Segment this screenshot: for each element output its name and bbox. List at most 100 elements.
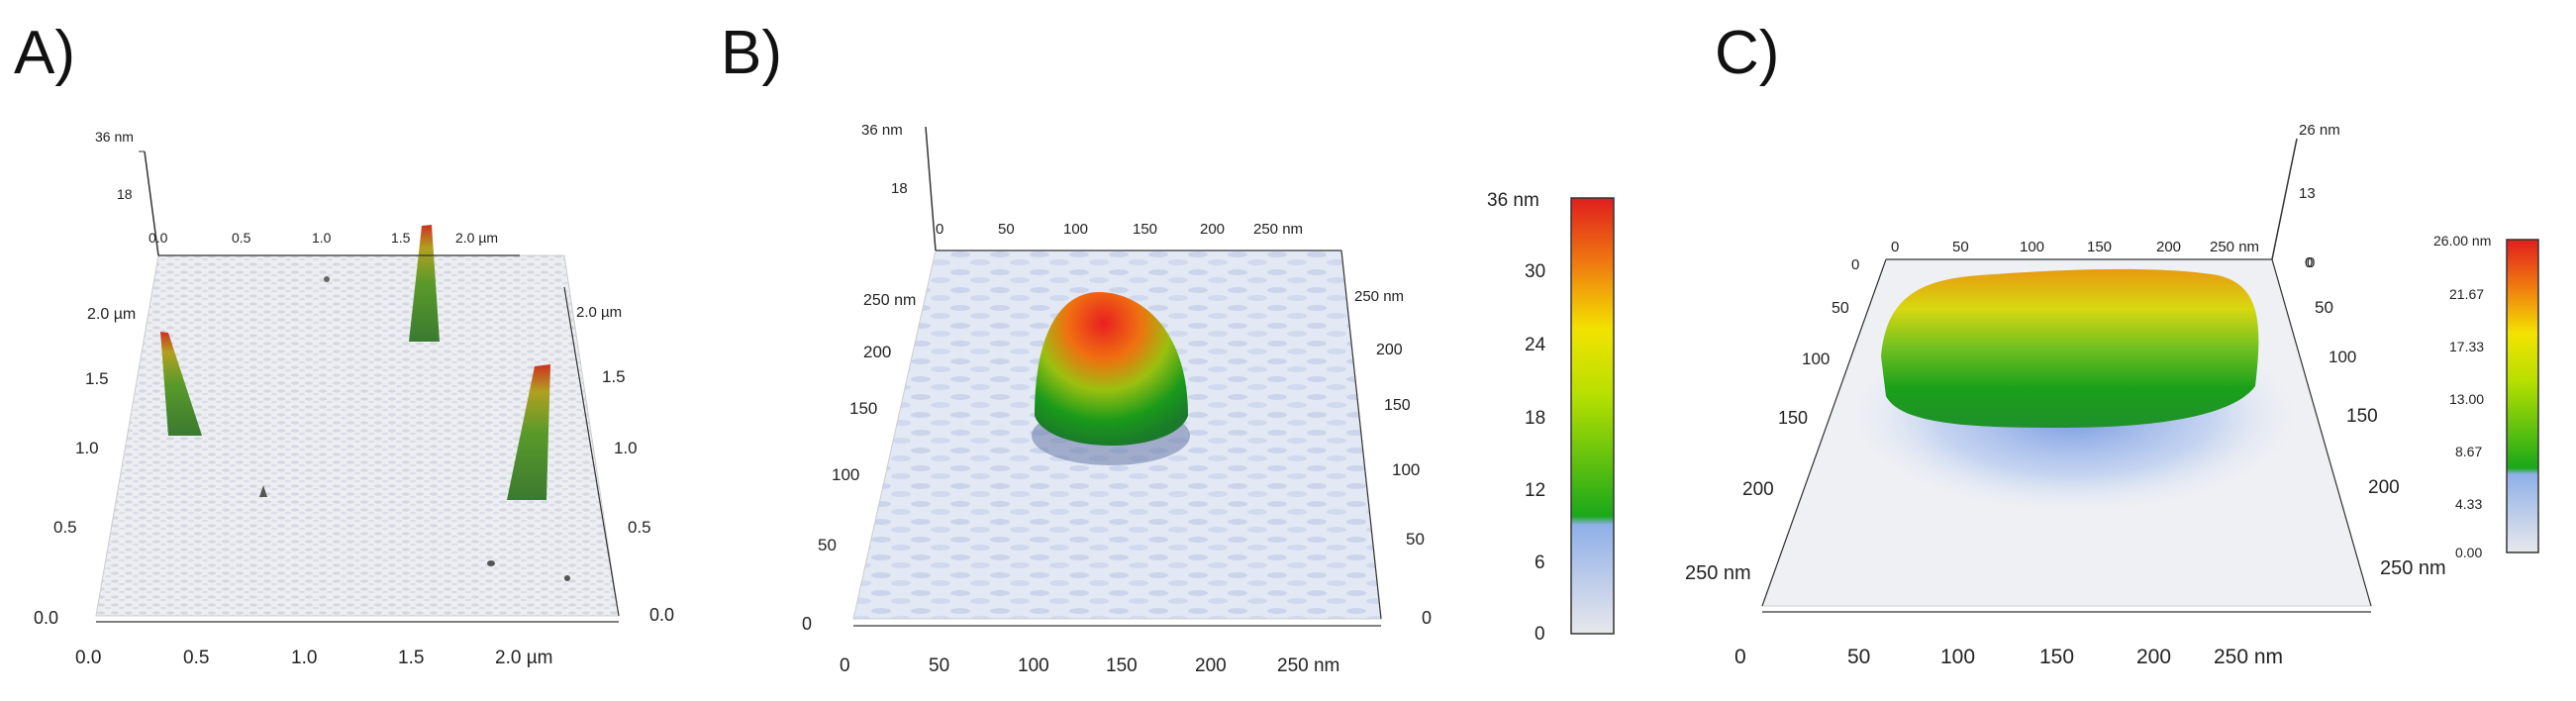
panel-a-bottom-tick-label: 0.5 xyxy=(183,648,209,668)
panel-a-speck xyxy=(324,276,330,282)
panel-a-bottom-tick-label: 0.0 xyxy=(75,648,101,668)
panel-a-right-tick-label: 0.0 xyxy=(649,605,674,625)
panel-b-bottom-tick-label: 200 xyxy=(1195,655,1227,676)
panel-c-bottom-tick-label: 0 xyxy=(1734,646,1746,668)
panel-c-right-axis xyxy=(2271,258,2372,607)
panel-a-bottom-tick-label: 2.0 µm xyxy=(495,648,552,668)
panel-c-bottom-tick-label: 250 nm xyxy=(2214,646,2283,668)
panel-a-left-tick-label: 2.0 µm xyxy=(87,306,136,323)
panel-c-right-tick-label: 250 nm xyxy=(2380,557,2446,579)
panel-b-left-tick-label: 200 xyxy=(863,343,891,361)
panel-b-right-tick-label: 50 xyxy=(1406,530,1425,549)
panel-c-colorbar-tick-label: 21.67 xyxy=(2449,286,2484,302)
panel-a-spike xyxy=(507,364,550,500)
panel-a-left-tick-label: 1.0 xyxy=(75,439,99,457)
panel-c-bottom-tick-label: 150 xyxy=(2039,646,2074,668)
panel-c-colorbar-tick-label: 0.00 xyxy=(2455,545,2482,560)
panel-b-z-tick-label: 36 nm xyxy=(861,122,903,139)
panel-b-left-tick-label: 250 nm xyxy=(863,292,916,309)
panel-b-top-tick-label: 250 nm xyxy=(1253,221,1303,238)
panel-b-colorbar-tick-label: 6 xyxy=(1535,552,1545,573)
panel-a-top-tick-label: 1.5 xyxy=(391,230,411,246)
panel-c-left-tick-label: 100 xyxy=(1802,350,1830,368)
panel-c-top-tick-label: 150 xyxy=(2087,239,2112,255)
panel-b-bottom-tick-label: 100 xyxy=(1018,655,1049,676)
panel-a-top-tick-label: 0.0 xyxy=(149,230,168,246)
panel-c-top-tick-label: 100 xyxy=(2020,239,2044,255)
panel-a-right-axis xyxy=(563,286,620,617)
panel-b-right-axis xyxy=(1340,250,1382,620)
panel-c-colorbar-tick-label: 26.00 nm xyxy=(2433,233,2491,249)
panel-a-speck xyxy=(564,575,570,581)
panel-c-colorbar xyxy=(2506,239,2539,553)
panel-b-right-tick-label: 150 xyxy=(1384,397,1411,414)
panel-a-left-tick-label: 0.0 xyxy=(34,608,58,628)
panel-a-left-tick-label: 0.5 xyxy=(53,518,77,537)
panel-c-left-tick-label: 0 xyxy=(1851,256,1859,273)
panel-b-left-tick-label: 100 xyxy=(832,465,859,484)
panel-a-top-tick-label: 1.0 xyxy=(312,230,332,246)
panel-a-right-tick-label: 1.0 xyxy=(614,439,638,457)
panel-b-left-tick-label: 50 xyxy=(818,536,837,554)
panel-c-top-tick-label: 0 xyxy=(1891,239,1899,255)
panel-b-colorbar xyxy=(1570,197,1615,635)
panel-b-bottom-tick-label: 50 xyxy=(929,655,949,676)
panel-c-left-axis xyxy=(1761,258,1887,607)
panel-b-top-tick-label: 200 xyxy=(1200,221,1225,238)
panel-b-colorbar-tick-label: 12 xyxy=(1525,480,1545,501)
panel-b-left-tick-label: 150 xyxy=(849,399,877,418)
panel-b-left-tick-label: 0 xyxy=(802,614,812,634)
panel-b-colorbar-tick-label: 30 xyxy=(1525,261,1545,282)
panel-b-bottom-tick-label: 250 nm xyxy=(1277,655,1339,676)
panel-c-plot: 26 nm 13 0 0 50 100 150 200 250 nm 0 50 … xyxy=(1685,122,2539,668)
panel-b-bottom-tick-label: 0 xyxy=(840,655,850,676)
panel-a-right-tick-label: 0.5 xyxy=(628,518,651,537)
panel-b-plot: 36 nm 18 0 50 100 150 200 250 nm 250 nm … xyxy=(802,122,1615,676)
panel-c-letter: C) xyxy=(1715,19,1780,87)
panel-b-right-tick-label: 100 xyxy=(1392,460,1420,479)
panel-a-right-tick-label: 1.5 xyxy=(602,367,626,386)
panel-a-z-tick-label: 18 xyxy=(117,186,133,202)
panel-a-letter: A) xyxy=(14,19,75,87)
panel-a-bottom-tick-label: 1.0 xyxy=(291,648,317,668)
panel-c-right-tick-label: 50 xyxy=(2315,298,2333,317)
panel-c-left-tick-label: 50 xyxy=(1832,300,1849,317)
panel-b-top-tick-label: 150 xyxy=(1133,221,1157,238)
panel-c-z-axis xyxy=(2271,138,2298,260)
panel-b-dome xyxy=(1035,292,1188,446)
panel-c-right-tick-label: 150 xyxy=(2346,406,2378,427)
panel-c-bottom-tick-label: 200 xyxy=(2136,646,2171,668)
panel-c-left-tick-label: 150 xyxy=(1778,408,1808,428)
panel-b-z-axis xyxy=(925,126,937,251)
panel-a-bottom-tick-label: 1.5 xyxy=(398,648,424,668)
panel-c-bottom-tick-label: 100 xyxy=(1940,646,1975,668)
panel-c-colorbar-tick-label: 13.00 xyxy=(2449,391,2484,407)
panel-b-bottom-tick-label: 150 xyxy=(1106,655,1138,676)
panel-b-z-tick-label: 18 xyxy=(891,180,908,197)
panel-a-spike xyxy=(409,225,440,342)
panel-c-colorbar-tick-label: 4.33 xyxy=(2455,496,2482,512)
panel-b-top-tick-label: 50 xyxy=(998,221,1015,238)
panel-c-left-tick-label: 250 nm xyxy=(1685,562,1751,584)
panel-b-top-tick-label: 100 xyxy=(1063,221,1088,238)
panel-c-z-tick-label: 26 nm xyxy=(2299,122,2340,139)
panel-c-top-tick-label: 200 xyxy=(2156,239,2181,255)
panel-b-right-tick-label: 200 xyxy=(1376,342,1403,358)
panel-b-colorbar-tick-label: 24 xyxy=(1525,335,1546,355)
panel-a-plot: 36 nm 18 0.0 0.5 1.0 1.5 2.0 µm 2.0 µm 1… xyxy=(34,129,674,668)
panel-c-right-tick-label: 0 xyxy=(2305,254,2313,271)
panel-a-z-axis xyxy=(144,150,159,256)
panel-a-spike xyxy=(160,332,202,436)
panel-c-bottom-tick-label: 50 xyxy=(1847,646,1870,668)
panel-b-colorbar-tick-label: 18 xyxy=(1525,408,1545,429)
panel-a-speck xyxy=(487,560,495,566)
panel-a-speck xyxy=(259,485,267,497)
panel-a-top-tick-label: 0.5 xyxy=(232,230,251,246)
panel-c-plateau xyxy=(1881,268,2259,428)
panel-b-top-tick-label: 0 xyxy=(936,221,943,238)
panel-b-right-tick-label: 250 nm xyxy=(1354,288,1404,305)
panel-a-top-tick-label: 2.0 µm xyxy=(455,230,498,246)
panel-a-z-tick-label: 36 nm xyxy=(95,129,134,145)
panel-b-colorbar-tick-label: 36 nm xyxy=(1487,190,1539,211)
